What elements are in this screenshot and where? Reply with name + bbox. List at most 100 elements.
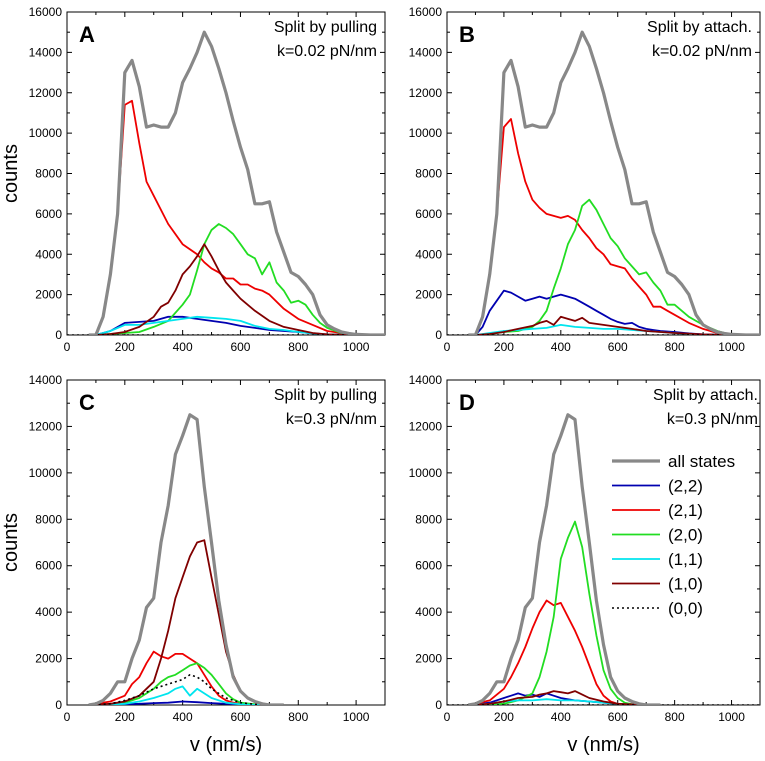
plot-frame	[66, 379, 386, 706]
panel-d: 0 200 400 600 800 100002000400060008000100001…	[409, 373, 761, 756]
y-tick-label: 2000	[415, 288, 442, 302]
y-tick-label: 6000	[35, 559, 62, 573]
y-tick-label: 0	[435, 698, 442, 712]
y-axis-title: counts	[0, 144, 22, 203]
y-tick-label: 8000	[415, 512, 442, 526]
panel-annotation: k=0.3 pN/nm	[286, 411, 377, 428]
panel-b: 0 200 400 600 800 100002000400060008000100001…	[409, 5, 761, 354]
legend-label: (2,2)	[668, 477, 703, 496]
y-tick-label: 0	[55, 698, 62, 712]
y-tick-label: 16000	[29, 5, 63, 19]
panel-annotation: k=0.02 pN/nm	[277, 43, 377, 60]
panel-c: 0 200 400 600 800 100002000400060008000100001…	[0, 373, 386, 756]
series-line-s21	[468, 118, 760, 335]
y-tick-label: 10000	[29, 126, 63, 140]
y-tick-label: 8000	[35, 512, 62, 526]
x-tick-label: 800	[288, 710, 308, 724]
y-tick-label: 12000	[409, 86, 443, 100]
series-line-s22	[468, 289, 760, 335]
series-line-s10	[468, 690, 661, 705]
x-tick-label: 400	[173, 340, 193, 354]
panel-annotation: Split by attach.	[653, 387, 758, 404]
panel-annotation: Split by pulling	[274, 19, 377, 36]
legend: all states (2,2) (2,1) (2,0) (1,1) (1,0) (0,0)	[612, 452, 735, 618]
x-tick-label: 400	[173, 710, 193, 724]
series-line-s21	[88, 650, 284, 705]
series-line-s20	[468, 520, 661, 705]
x-tick-label: 1000	[718, 340, 745, 354]
legend-label: (2,1)	[668, 501, 703, 520]
series-line-s20	[88, 662, 284, 705]
y-tick-label: 12000	[29, 419, 63, 433]
y-tick-label: 0	[55, 328, 62, 342]
y-tick-label: 12000	[409, 419, 443, 433]
y-tick-label: 0	[435, 328, 442, 342]
legend-label: (1,0)	[668, 575, 703, 594]
series-line-all	[468, 30, 760, 335]
y-tick-label: 10000	[29, 466, 63, 480]
series-line-s10	[468, 315, 760, 335]
x-tick-label: 200	[494, 340, 514, 354]
series-line-all	[88, 30, 385, 335]
y-tick-label: 14000	[29, 373, 63, 387]
x-tick-label: 400	[551, 340, 571, 354]
x-tick-label: 0	[444, 340, 451, 354]
legend-label: (0,0)	[668, 599, 703, 618]
x-tick-label: 600	[230, 710, 250, 724]
x-tick-label: 400	[551, 710, 571, 724]
series-line-s10	[88, 243, 385, 335]
panel-annotation: Split by pulling	[274, 387, 377, 404]
x-tick-label: 1000	[343, 710, 370, 724]
x-tick-label: 600	[608, 340, 628, 354]
x-tick-label: 600	[608, 710, 628, 724]
panel-letter: B	[459, 22, 475, 47]
panel-letter: C	[79, 390, 95, 415]
panel-letter: A	[79, 22, 95, 47]
series-line-all	[88, 413, 284, 705]
panel-a: 0 200 400 600 800 100002000400060008000100001…	[0, 5, 386, 354]
series-line-all	[468, 413, 661, 705]
y-tick-label: 4000	[35, 247, 62, 261]
panel-annotation: k=0.02 pN/nm	[652, 43, 752, 60]
series-line-s00	[88, 673, 284, 705]
x-tick-label: 800	[288, 340, 308, 354]
y-tick-label: 2000	[35, 652, 62, 666]
plot-frame	[66, 11, 386, 336]
legend-label: (2,0)	[668, 526, 703, 545]
x-tick-label: 800	[665, 710, 685, 724]
y-tick-label: 2000	[35, 288, 62, 302]
x-tick-label: 600	[230, 340, 250, 354]
y-tick-label: 4000	[415, 247, 442, 261]
series-line-s20	[88, 223, 385, 335]
y-tick-label: 16000	[409, 5, 443, 19]
y-tick-label: 14000	[409, 45, 443, 59]
y-tick-label: 8000	[35, 167, 62, 181]
x-tick-label: 1000	[343, 340, 370, 354]
plot-frame	[446, 379, 761, 706]
series-line-s20	[468, 198, 760, 335]
y-tick-label: 4000	[35, 605, 62, 619]
series-group	[447, 30, 760, 335]
y-tick-label: 10000	[409, 126, 443, 140]
x-tick-label: 0	[64, 340, 71, 354]
x-axis-title: v (nm/s)	[567, 734, 639, 756]
series-group	[67, 30, 385, 335]
series-line-s11	[88, 685, 284, 705]
legend-label: all states	[668, 452, 735, 471]
panel-letter: D	[459, 390, 475, 415]
y-tick-label: 6000	[35, 207, 62, 221]
x-tick-label: 800	[665, 340, 685, 354]
y-axis-title: counts	[0, 513, 22, 572]
y-tick-label: 6000	[415, 207, 442, 221]
x-tick-label: 1000	[718, 710, 745, 724]
y-tick-label: 10000	[409, 466, 443, 480]
plot-frame	[446, 11, 761, 336]
x-tick-label: 200	[115, 710, 135, 724]
x-tick-label: 0	[64, 710, 71, 724]
y-tick-label: 14000	[409, 373, 443, 387]
y-tick-label: 6000	[415, 559, 442, 573]
y-tick-label: 2000	[415, 652, 442, 666]
y-tick-label: 4000	[415, 605, 442, 619]
panel-annotation: k=0.3 pN/nm	[667, 411, 758, 428]
